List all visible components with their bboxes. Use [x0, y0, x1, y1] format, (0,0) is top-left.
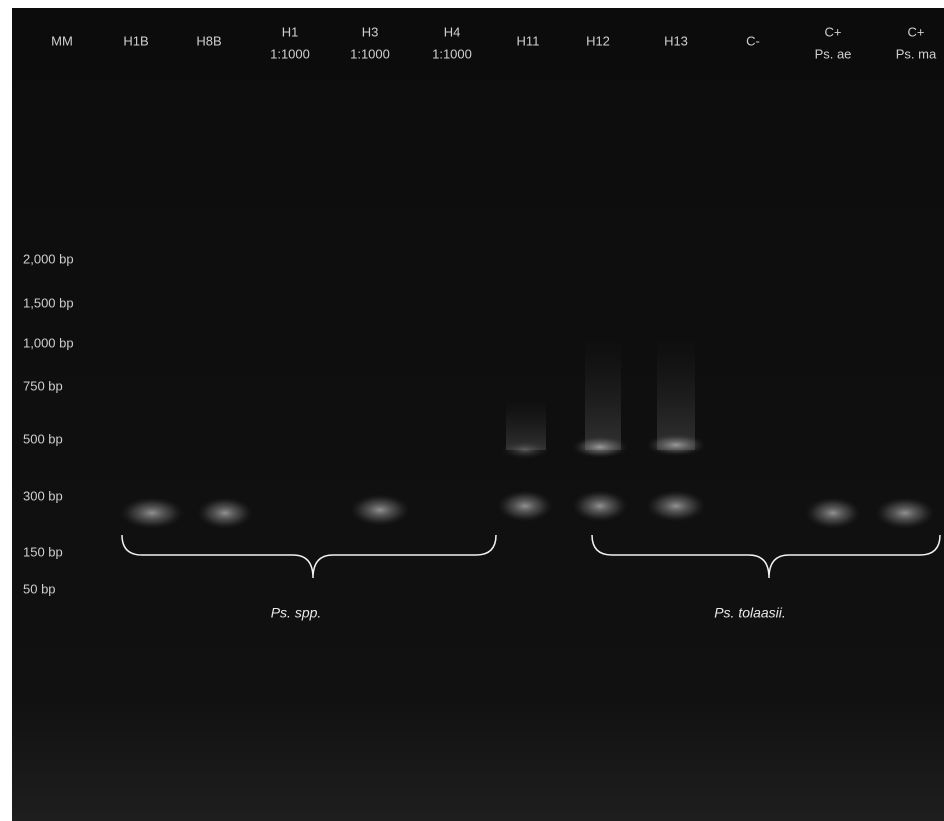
lane-label: H12	[586, 33, 610, 48]
lane-label: H1	[282, 24, 299, 39]
lane-label: C-	[746, 33, 760, 48]
marker-label: 1,500 bp	[23, 295, 74, 310]
group-label: Ps. tolaasii.	[714, 605, 786, 621]
lane-label: 1:1000	[270, 46, 310, 61]
marker-label: 300 bp	[23, 488, 63, 503]
band	[805, 497, 861, 529]
band	[646, 434, 706, 456]
marker-label: 1,000 bp	[23, 335, 74, 350]
lane-label: Ps. ae	[815, 46, 852, 61]
marker-label: 150 bp	[23, 544, 63, 559]
lane-label: C+	[825, 24, 842, 39]
band	[875, 497, 935, 529]
gel-image: MM H1B H8B H1 1:1000 H3 1:1000 H4 1:1000 H11 H12 H1…	[0, 0, 944, 821]
group-label: Ps. spp.	[271, 605, 322, 621]
marker-label: 50 bp	[23, 581, 56, 596]
band	[572, 490, 628, 522]
lane-label: H13	[664, 33, 688, 48]
lane-label: 1:1000	[432, 46, 472, 61]
marker-label: 750 bp	[23, 378, 63, 393]
lane-label: 1:1000	[350, 46, 390, 61]
lane-label: C+	[908, 24, 925, 39]
lane-label: MM	[51, 33, 73, 48]
lane-label: H1B	[123, 33, 148, 48]
band	[120, 497, 184, 529]
lane-label: H4	[444, 24, 461, 39]
lane-label: Ps. ma	[896, 46, 937, 61]
lane-label: H11	[517, 33, 540, 48]
marker-label: 2,000 bp	[23, 251, 74, 266]
band	[350, 494, 410, 526]
lane-label: H3	[362, 24, 379, 39]
gel-background	[12, 8, 944, 821]
band	[197, 497, 253, 529]
band	[501, 441, 549, 459]
marker-label: 500 bp	[23, 431, 63, 446]
band	[497, 490, 553, 522]
smear	[657, 340, 695, 450]
band	[646, 490, 706, 522]
band	[572, 436, 628, 458]
lane-label: H8B	[196, 33, 221, 48]
smear	[585, 340, 621, 450]
